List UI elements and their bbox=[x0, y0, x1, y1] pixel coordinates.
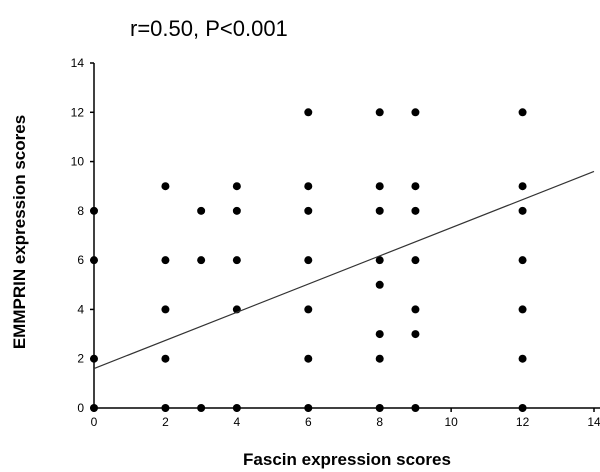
y-tick-label: 12 bbox=[71, 105, 85, 119]
data-point bbox=[304, 108, 313, 117]
trend-line bbox=[93, 170, 595, 370]
x-tick-label: 2 bbox=[162, 415, 169, 429]
x-tick-label: 14 bbox=[587, 415, 600, 429]
data-point bbox=[161, 404, 170, 412]
data-point bbox=[375, 404, 384, 412]
data-point bbox=[375, 182, 384, 191]
data-point bbox=[161, 305, 170, 314]
data-point bbox=[411, 182, 420, 191]
y-axis-ticks: 0 2 4 6 8 10 12 14 bbox=[71, 56, 94, 415]
data-point bbox=[411, 206, 420, 215]
data-point bbox=[411, 305, 420, 314]
data-point bbox=[518, 256, 527, 265]
data-point bbox=[90, 256, 98, 265]
data-point bbox=[232, 256, 241, 265]
chart-title: r=0.50, P<0.001 bbox=[130, 16, 288, 41]
y-tick-label: 8 bbox=[77, 204, 84, 218]
data-point bbox=[375, 206, 384, 215]
y-tick-label: 0 bbox=[77, 401, 84, 415]
data-point bbox=[411, 108, 420, 117]
y-tick-label: 6 bbox=[77, 253, 84, 267]
y-tick-label: 14 bbox=[71, 56, 85, 70]
data-point bbox=[518, 404, 527, 412]
data-point bbox=[411, 404, 420, 412]
data-point bbox=[197, 206, 206, 215]
y-tick-label: 2 bbox=[77, 352, 84, 366]
data-point bbox=[304, 354, 313, 363]
data-point bbox=[304, 404, 313, 412]
data-point bbox=[518, 108, 527, 117]
y-tick-label: 4 bbox=[77, 302, 84, 316]
data-point bbox=[161, 182, 170, 191]
data-point bbox=[90, 404, 98, 412]
data-point bbox=[375, 256, 384, 265]
data-point bbox=[375, 108, 384, 117]
data-point bbox=[197, 404, 206, 412]
data-point bbox=[304, 256, 313, 265]
data-point bbox=[518, 305, 527, 314]
data-point bbox=[232, 404, 241, 412]
x-axis-ticks: 0 2 4 6 8 10 12 14 bbox=[91, 408, 600, 429]
data-point bbox=[375, 354, 384, 363]
data-point bbox=[375, 280, 384, 289]
x-tick-label: 6 bbox=[305, 415, 312, 429]
x-tick-label: 10 bbox=[444, 415, 458, 429]
y-axis-title: EMMPRIN expression scores bbox=[10, 115, 29, 349]
data-point bbox=[232, 182, 241, 191]
data-point bbox=[518, 206, 527, 215]
data-point bbox=[518, 354, 527, 363]
data-point bbox=[518, 182, 527, 191]
data-point bbox=[304, 206, 313, 215]
x-tick-label: 0 bbox=[91, 415, 98, 429]
data-point bbox=[197, 256, 206, 265]
data-point bbox=[90, 354, 98, 363]
x-tick-label: 12 bbox=[516, 415, 530, 429]
data-point bbox=[411, 256, 420, 265]
data-point bbox=[161, 256, 170, 265]
data-point bbox=[232, 206, 241, 215]
x-axis-title: Fascin expression scores bbox=[243, 450, 451, 469]
data-point bbox=[161, 354, 170, 363]
x-tick-label: 8 bbox=[376, 415, 383, 429]
data-point bbox=[411, 330, 420, 339]
data-point bbox=[375, 330, 384, 339]
data-point bbox=[304, 182, 313, 191]
y-tick-label: 10 bbox=[71, 155, 85, 169]
x-tick-label: 4 bbox=[234, 415, 241, 429]
data-points bbox=[90, 108, 527, 412]
data-point bbox=[304, 305, 313, 314]
data-point bbox=[90, 206, 98, 215]
